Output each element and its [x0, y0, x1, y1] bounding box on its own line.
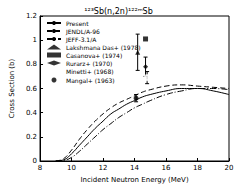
svg-text:JENDL/A-96: JENDL/A-96	[65, 28, 100, 36]
svg-text:0.6: 0.6	[26, 85, 38, 93]
svg-text:0.2: 0.2	[26, 133, 37, 141]
svg-text:Lakshmana Das+ (1978): Lakshmana Das+ (1978)	[66, 44, 141, 51]
svg-text:0.8: 0.8	[26, 60, 37, 68]
svg-text:Present: Present	[66, 20, 89, 27]
svg-text:18: 18	[193, 164, 202, 172]
svg-text:8: 8	[38, 164, 42, 172]
svg-text:14: 14	[130, 164, 139, 172]
svg-text:Casanova+ (1974): Casanova+ (1974)	[66, 52, 122, 59]
svg-text:Mangal+ (1963): Mangal+ (1963)	[66, 77, 115, 85]
svg-text:12: 12	[99, 164, 108, 172]
svg-text:10: 10	[67, 164, 76, 172]
svg-text:0: 0	[33, 157, 37, 165]
svg-text:16: 16	[162, 164, 171, 172]
svg-text:0.4: 0.4	[26, 109, 38, 117]
svg-text:1.2: 1.2	[26, 12, 37, 20]
svg-text:Cross Section (b): Cross Section (b)	[8, 58, 16, 118]
svg-text:Minetti+ (1968): Minetti+ (1968)	[66, 68, 114, 75]
svg-text:¹²³Sb(n,2n)¹²²ᵐSb: ¹²³Sb(n,2n)¹²²ᵐSb	[84, 7, 153, 16]
svg-text:Incident Neutron Energy (MeV): Incident Neutron Energy (MeV)	[80, 176, 188, 184]
svg-text:20: 20	[225, 164, 234, 172]
svg-text:1: 1	[33, 36, 37, 44]
svg-text:Rurarz+ (1970): Rurarz+ (1970)	[66, 60, 112, 67]
svg-text:JEFF-3.1/A: JEFF-3.1/A	[65, 36, 97, 44]
